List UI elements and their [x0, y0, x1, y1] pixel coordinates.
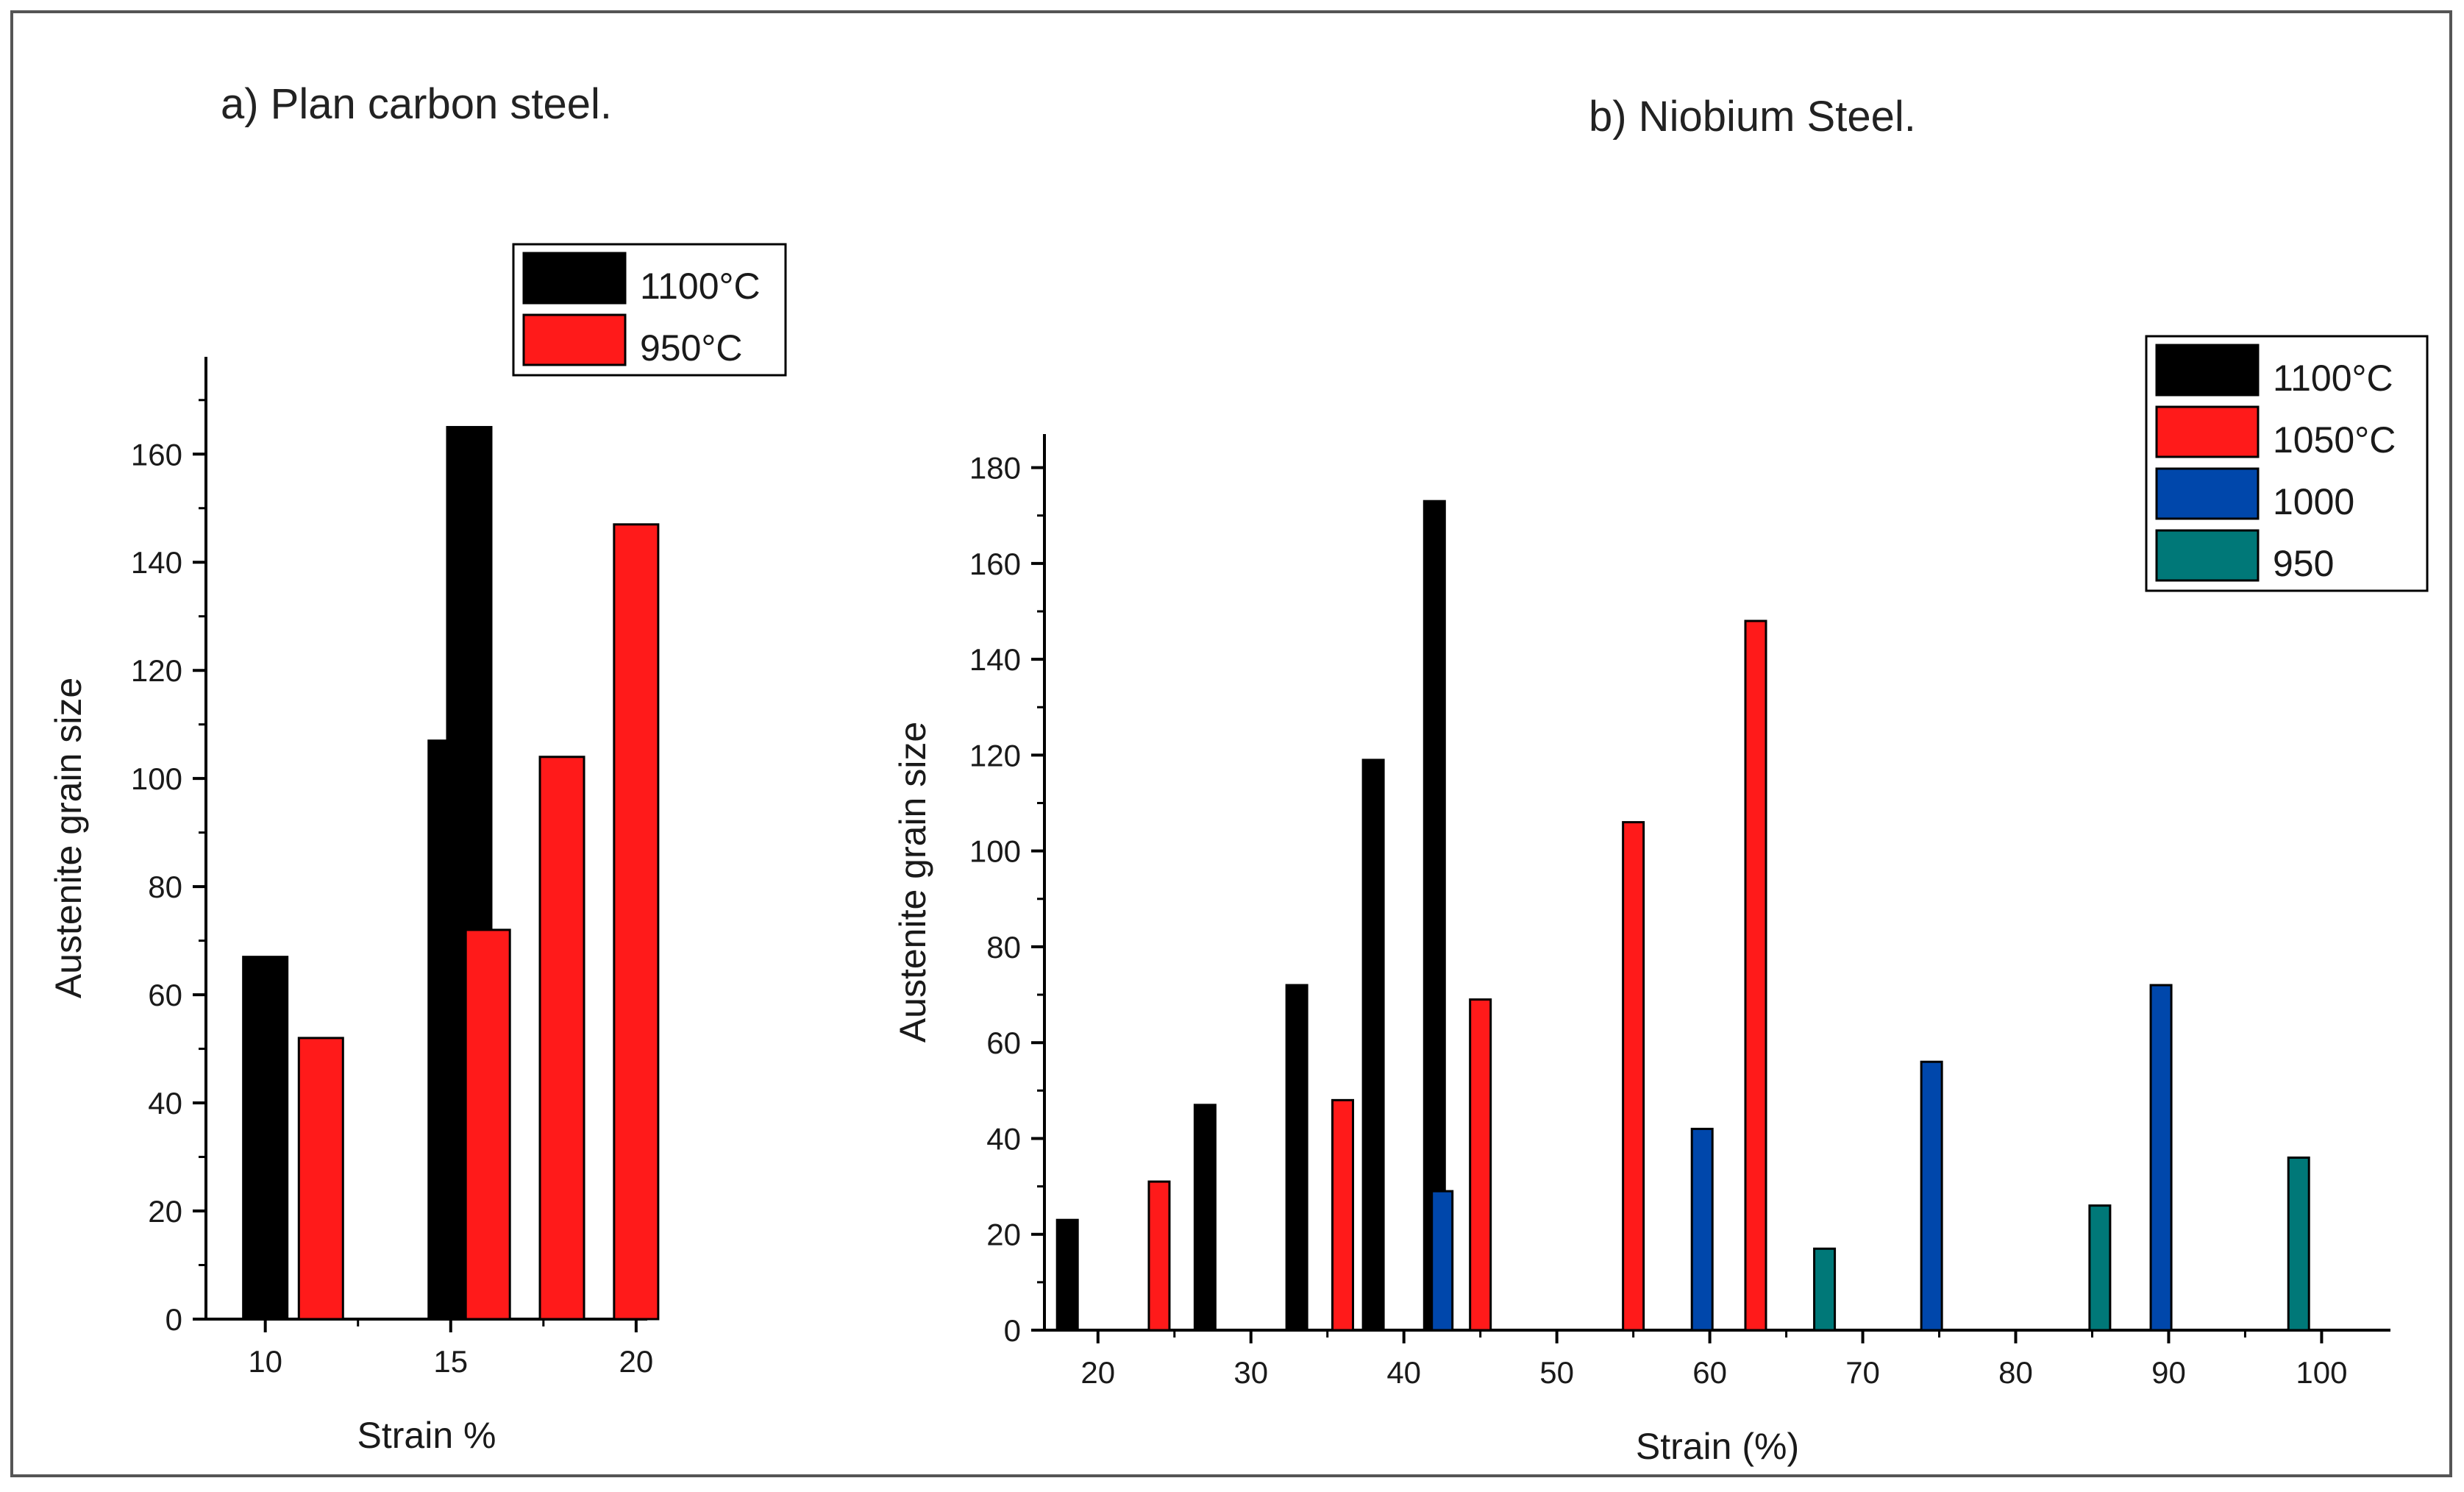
chart-a-bar-950C	[297, 1037, 344, 1321]
chart-b-y-tick-label: 140	[969, 642, 1021, 677]
chart-b-bar-1000	[1690, 1127, 1714, 1332]
chart-b-bar-1100C	[1361, 759, 1385, 1332]
chart-a-y-axis-label: Austenite grain size	[48, 678, 89, 998]
chart-a-y-tick-label: 100	[131, 761, 182, 796]
chart-b-x-tick-label: 80	[1998, 1355, 2033, 1390]
chart-b-x-tick-label: 50	[1539, 1355, 1574, 1390]
chart-a-y-tick-label: 120	[131, 653, 182, 688]
chart-b-x-tick-label: 20	[1080, 1355, 1115, 1390]
chart-b-x-tick-label: 30	[1233, 1355, 1268, 1390]
chart-b-title: b) Niobium Steel.	[1589, 93, 1916, 141]
chart-a-y-tick-label: 0	[165, 1302, 182, 1337]
chart-a-bar-950C	[538, 756, 585, 1321]
chart-b-bar-1000	[1920, 1060, 1943, 1332]
chart-b-bar-1000	[2149, 984, 2173, 1332]
chart-b-y-tick-label: 180	[969, 451, 1021, 486]
chart-a-y-tick-label: 160	[131, 437, 182, 472]
chart-b-legend-swatch	[2155, 405, 2260, 458]
chart-b-bar-1100C	[1193, 1104, 1217, 1332]
chart-b-legend-label: 1100°C	[2273, 358, 2393, 399]
chart-b-x-tick-label: 90	[2151, 1355, 2186, 1390]
chart-b-x-tick-label: 70	[1845, 1355, 1880, 1390]
chart-b-legend-swatch	[2155, 467, 2260, 520]
chart-a-bar-950C	[464, 928, 511, 1321]
chart-a-y-tick-label: 40	[148, 1086, 182, 1120]
chart-a-bar-1100C	[242, 956, 289, 1321]
chart-b-y-tick-label: 100	[969, 834, 1021, 869]
chart-a-y-tick-label: 140	[131, 545, 182, 580]
chart-b-bar-950	[1813, 1247, 1837, 1332]
chart-a-x-tick-label: 10	[248, 1344, 282, 1379]
chart-a-legend-label: 950°C	[640, 327, 743, 369]
chart-b-bar-1100C	[1055, 1218, 1079, 1332]
chart-b-legend-swatch	[2155, 529, 2260, 582]
chart-b-y-tick-label: 80	[986, 930, 1021, 965]
chart-a-x-tick-label: 20	[619, 1344, 654, 1379]
chart-a-title: a) Plan carbon steel.	[221, 80, 612, 128]
figure-frame	[10, 10, 2452, 1477]
chart-b-y-tick-label: 120	[969, 738, 1021, 772]
chart-b-y-tick-label: 0	[1004, 1313, 1021, 1348]
chart-b-bar-1050C	[1622, 821, 1645, 1332]
chart-b-y-tick-label: 160	[969, 547, 1021, 581]
chart-a-bar-950C	[613, 523, 660, 1321]
chart-b-bar-950	[2287, 1157, 2310, 1332]
chart-a-x-axis-label: Strain %	[357, 1415, 496, 1456]
chart-b-y-axis-label: Austenite grain size	[892, 722, 933, 1042]
chart-b-bar-1050C	[1744, 619, 1767, 1332]
chart-a-x-tick-label: 15	[433, 1344, 468, 1379]
chart-b-y-tick-label: 60	[986, 1026, 1021, 1060]
chart-a-y-tick-label: 20	[148, 1194, 182, 1229]
chart-b-bar-1050C	[1147, 1180, 1171, 1332]
chart-a-y-tick-label: 80	[148, 870, 182, 904]
chart-b-x-tick-label: 60	[1692, 1355, 1727, 1390]
chart-b-y-tick-label: 40	[986, 1121, 1021, 1156]
chart-b-legend-swatch	[2155, 344, 2260, 397]
chart-b-legend-label: 1000	[2273, 481, 2354, 522]
chart-b-x-axis-label: Strain (%)	[1636, 1426, 1799, 1467]
chart-b-bar-1050C	[1469, 998, 1492, 1332]
chart-b-y-tick-label: 20	[986, 1218, 1021, 1252]
chart-a-legend-swatch	[522, 313, 627, 366]
chart-b-legend-label: 950	[2273, 543, 2334, 584]
chart-a-y-tick-label: 60	[148, 978, 182, 1012]
chart-b-legend-label: 1050°C	[2273, 419, 2396, 461]
chart-a-legend-label: 1100°C	[640, 266, 761, 307]
chart-b-x-tick-label: 40	[1386, 1355, 1421, 1390]
chart-b-bar-950	[2088, 1204, 2112, 1332]
chart-b-bar-1050C	[1331, 1098, 1355, 1332]
chart-a-legend-swatch	[522, 252, 627, 305]
chart-b-bar-1000	[1431, 1190, 1454, 1332]
chart-b-bar-1100C	[1285, 984, 1308, 1332]
chart-b-x-tick-label: 100	[2296, 1355, 2347, 1390]
